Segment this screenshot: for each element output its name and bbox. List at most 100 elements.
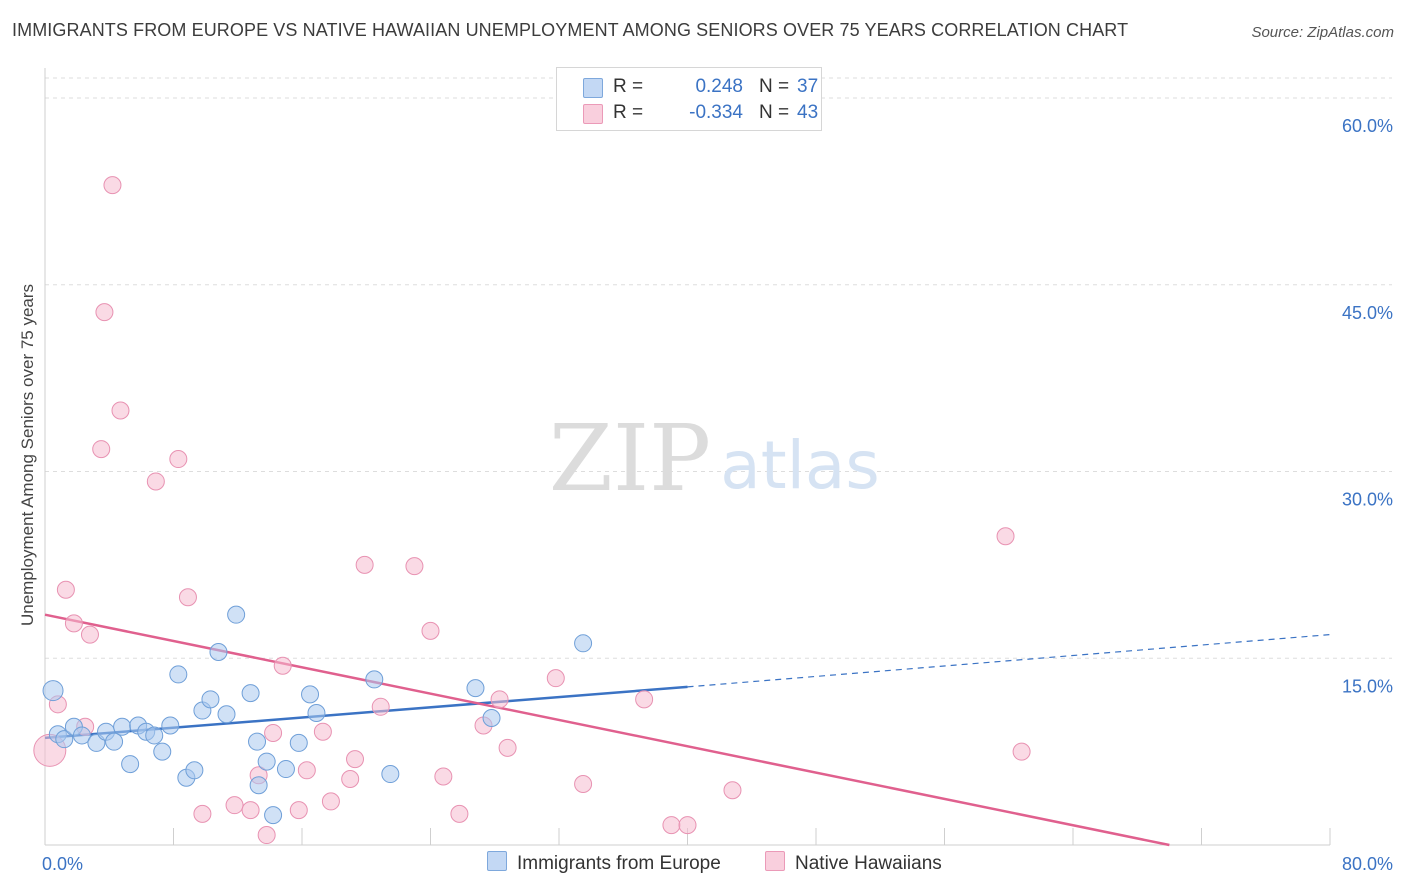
chart-source: Source: ZipAtlas.com [1251, 24, 1394, 41]
point-hawaiian [273, 656, 292, 675]
point-europe [301, 685, 320, 704]
legend-swatch-hawaiian [765, 851, 785, 871]
point-europe [185, 761, 204, 780]
point-hawaiian [103, 176, 122, 195]
point-hawaiian [264, 723, 283, 742]
point-hawaiian [169, 450, 188, 469]
point-europe [365, 670, 384, 689]
point-europe [145, 726, 164, 745]
point-europe [264, 806, 283, 825]
legend-label-hawaiian: Native Hawaiians [795, 853, 942, 874]
point-hawaiian [434, 767, 453, 786]
legend-n-value: 37 [797, 76, 819, 97]
x-tick-label: 0.0% [42, 854, 83, 874]
point-hawaiian [146, 472, 165, 491]
x-tick-label: 80.0% [1342, 854, 1393, 874]
y-tick-label: 60.0% [1342, 116, 1393, 136]
point-hawaiian [723, 781, 742, 800]
point-europe [466, 679, 485, 698]
legend-r-label: R = [613, 76, 644, 97]
point-europe [121, 755, 140, 774]
point-europe [209, 643, 228, 662]
trend-line-hawaiian [44, 613, 1170, 847]
point-hawaiian [225, 796, 244, 815]
y-axis-label: Unemployment Among Seniors over 75 years [18, 283, 37, 627]
correlation-legend: R = 0.248 N = 37 R = -0.334 N = 43 [556, 67, 822, 131]
point-hawaiian [321, 792, 340, 811]
legend-n-label: N = [759, 76, 790, 97]
point-hawaiian [193, 804, 212, 823]
point-europe [248, 732, 267, 751]
point-europe [307, 704, 326, 723]
point-hawaiian [355, 555, 374, 574]
point-europe [153, 742, 172, 761]
point-europe [227, 605, 246, 624]
axes [44, 68, 1331, 846]
point-hawaiian [678, 816, 697, 835]
point-europe [249, 776, 268, 795]
point-hawaiian [313, 722, 332, 741]
point-hawaiian [64, 614, 83, 633]
series-legend: Immigrants from Europe Native Hawaiians [0, 851, 1406, 877]
point-hawaiian [257, 826, 276, 845]
point-europe [217, 705, 236, 724]
point-hawaiian [56, 580, 75, 599]
point-hawaiian [490, 690, 509, 709]
point-europe [55, 730, 74, 749]
point-hawaiian [421, 621, 440, 640]
point-europe [482, 709, 501, 728]
point-hawaiian [635, 690, 654, 709]
legend-r-value: -0.334 [689, 102, 743, 123]
point-hawaiian [405, 557, 424, 576]
point-europe [105, 732, 124, 751]
point-hawaiian [450, 804, 469, 823]
point-hawaiian [498, 738, 517, 757]
legend-item-hawaiian[interactable]: Native Hawaiians [765, 851, 942, 875]
point-hawaiian [1012, 742, 1031, 761]
point-hawaiian [371, 697, 390, 716]
point-hawaiian [574, 774, 593, 793]
y-tick-label: 15.0% [1342, 676, 1393, 696]
trend-line-europe-extension [687, 633, 1331, 688]
legend-swatch-europe [583, 78, 603, 98]
point-hawaiian [241, 801, 260, 820]
legend-r-value: 0.248 [695, 76, 743, 97]
legend-swatch-hawaiian [583, 104, 603, 124]
point-europe [241, 684, 260, 703]
legend-label-europe: Immigrants from Europe [517, 853, 721, 874]
point-hawaiian [92, 440, 111, 459]
legend-swatch-europe [487, 851, 507, 871]
watermark: ZIP atlas [549, 405, 880, 512]
legend-n-value: 43 [797, 102, 819, 123]
point-hawaiian [297, 761, 316, 780]
point-europe [289, 733, 308, 752]
point-hawaiian [111, 401, 130, 420]
point-hawaiian [289, 801, 308, 820]
watermark-atlas: atlas [720, 427, 880, 504]
point-hawaiian [346, 750, 365, 769]
point-europe [169, 665, 188, 684]
gridlines [45, 77, 1392, 659]
point-europe [161, 716, 180, 735]
y-tick-label: 30.0% [1342, 490, 1393, 510]
point-europe [381, 765, 400, 784]
y-tick-label: 45.0% [1342, 303, 1393, 323]
watermark-zip: ZIP [549, 405, 711, 512]
tick-labels: 15.0% 30.0% 45.0% 60.0% 0.0% 80.0% [42, 116, 1393, 874]
point-europe [201, 690, 220, 709]
point-europe [72, 726, 91, 745]
point-hawaiian [341, 770, 360, 789]
point-hawaiian [178, 588, 197, 607]
point-europe [113, 717, 132, 736]
point-hawaiian [996, 527, 1015, 546]
point-hawaiian [95, 303, 114, 322]
point-europe [574, 634, 593, 653]
data-points [33, 176, 1031, 845]
point-hawaiian [662, 816, 681, 835]
legend-n-label: N = [759, 102, 790, 123]
point-europe [276, 760, 295, 779]
point-hawaiian [80, 625, 99, 644]
legend-item-europe[interactable]: Immigrants from Europe [487, 851, 721, 875]
point-europe [42, 680, 64, 702]
